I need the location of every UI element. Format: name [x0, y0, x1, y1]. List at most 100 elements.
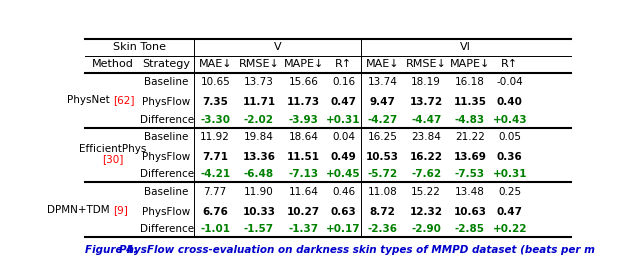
Text: 11.73: 11.73	[287, 97, 320, 107]
Text: 0.47: 0.47	[497, 207, 523, 216]
Text: Difference: Difference	[140, 115, 194, 125]
Text: +0.17: +0.17	[326, 224, 361, 234]
Text: 11.92: 11.92	[200, 132, 230, 142]
Text: 0.36: 0.36	[497, 152, 523, 162]
Text: 10.53: 10.53	[366, 152, 399, 162]
Text: Difference: Difference	[140, 224, 194, 234]
Text: 10.33: 10.33	[243, 207, 275, 216]
Text: +0.22: +0.22	[493, 224, 527, 234]
Text: 10.63: 10.63	[453, 207, 486, 216]
Text: -3.93: -3.93	[289, 115, 319, 125]
Text: Difference: Difference	[140, 170, 194, 179]
Text: 15.22: 15.22	[412, 187, 441, 197]
Text: +0.31: +0.31	[326, 115, 361, 125]
Text: 15.66: 15.66	[289, 77, 319, 87]
Text: EfficientPhys: EfficientPhys	[79, 144, 147, 154]
Text: 8.72: 8.72	[369, 207, 396, 216]
Text: [62]: [62]	[113, 95, 134, 105]
Text: R↑: R↑	[335, 59, 352, 69]
Text: MAE↓: MAE↓	[365, 59, 399, 69]
Text: 11.64: 11.64	[289, 187, 319, 197]
Text: +0.43: +0.43	[493, 115, 527, 125]
Text: PhysFlow: PhysFlow	[143, 152, 191, 162]
Text: MAPE↓: MAPE↓	[284, 59, 324, 69]
Text: 6.76: 6.76	[202, 207, 228, 216]
Text: 23.84: 23.84	[412, 132, 441, 142]
Text: 13.36: 13.36	[243, 152, 275, 162]
Text: -1.57: -1.57	[244, 224, 274, 234]
Text: 16.25: 16.25	[367, 132, 397, 142]
Text: Skin Tone: Skin Tone	[113, 42, 166, 52]
Text: -7.13: -7.13	[289, 170, 319, 179]
Text: 11.90: 11.90	[244, 187, 274, 197]
Text: -4.83: -4.83	[455, 115, 485, 125]
Text: R↑: R↑	[501, 59, 518, 69]
Text: 7.71: 7.71	[202, 152, 228, 162]
Text: -4.21: -4.21	[200, 170, 230, 179]
Text: 0.16: 0.16	[332, 77, 355, 87]
Text: 16.18: 16.18	[455, 77, 485, 87]
Text: -2.02: -2.02	[244, 115, 274, 125]
Text: 19.84: 19.84	[244, 132, 274, 142]
Text: -6.48: -6.48	[244, 170, 274, 179]
Text: -5.72: -5.72	[367, 170, 397, 179]
Text: 7.35: 7.35	[202, 97, 228, 107]
Text: Baseline: Baseline	[145, 187, 189, 197]
Text: 13.69: 13.69	[454, 152, 486, 162]
Text: 0.49: 0.49	[331, 152, 356, 162]
Text: 0.46: 0.46	[332, 187, 355, 197]
Text: -0.04: -0.04	[497, 77, 523, 87]
Text: DPMN+TDM: DPMN+TDM	[47, 205, 113, 215]
Text: -7.53: -7.53	[455, 170, 485, 179]
Text: Strategy: Strategy	[143, 59, 191, 69]
Text: -2.90: -2.90	[412, 224, 441, 234]
Text: -1.37: -1.37	[289, 224, 319, 234]
Text: -2.36: -2.36	[367, 224, 397, 234]
Text: -2.85: -2.85	[455, 224, 485, 234]
Text: RMSE↓: RMSE↓	[239, 59, 280, 69]
Text: 11.35: 11.35	[453, 97, 486, 107]
Text: 21.22: 21.22	[455, 132, 485, 142]
Text: 10.65: 10.65	[200, 77, 230, 87]
Text: -4.47: -4.47	[411, 115, 442, 125]
Text: PhysNet: PhysNet	[67, 95, 113, 105]
Text: MAPE↓: MAPE↓	[450, 59, 490, 69]
Text: 13.73: 13.73	[244, 77, 274, 87]
Text: Method: Method	[92, 59, 134, 69]
Text: 13.74: 13.74	[367, 77, 397, 87]
Text: Figure 4:: Figure 4:	[85, 245, 141, 255]
Text: 16.22: 16.22	[410, 152, 443, 162]
Text: [30]: [30]	[102, 154, 124, 164]
Text: 18.19: 18.19	[412, 77, 441, 87]
Text: VI: VI	[460, 42, 471, 52]
Text: 11.71: 11.71	[243, 97, 276, 107]
Text: 18.64: 18.64	[289, 132, 319, 142]
Text: 13.48: 13.48	[455, 187, 485, 197]
Text: PhysFlow cross-evaluation on darkness skin types of MMPD dataset (beats per m: PhysFlow cross-evaluation on darkness sk…	[118, 245, 595, 255]
Text: 13.72: 13.72	[410, 97, 443, 107]
Text: V: V	[274, 42, 281, 52]
Text: 0.63: 0.63	[331, 207, 356, 216]
Text: PhysFlow: PhysFlow	[143, 97, 191, 107]
Text: 0.05: 0.05	[499, 132, 522, 142]
Text: 9.47: 9.47	[369, 97, 396, 107]
Text: [9]: [9]	[113, 205, 127, 215]
Text: 11.51: 11.51	[287, 152, 320, 162]
Text: +0.45: +0.45	[326, 170, 361, 179]
Text: -7.62: -7.62	[411, 170, 441, 179]
Text: 0.25: 0.25	[498, 187, 522, 197]
Text: Baseline: Baseline	[145, 77, 189, 87]
Text: PhysFlow: PhysFlow	[143, 207, 191, 216]
Text: 10.27: 10.27	[287, 207, 320, 216]
Text: +0.31: +0.31	[493, 170, 527, 179]
Text: RMSE↓: RMSE↓	[406, 59, 447, 69]
Text: Baseline: Baseline	[145, 132, 189, 142]
Text: -3.30: -3.30	[200, 115, 230, 125]
Text: 7.77: 7.77	[204, 187, 227, 197]
Text: -1.01: -1.01	[200, 224, 230, 234]
Text: 12.32: 12.32	[410, 207, 443, 216]
Text: 0.47: 0.47	[330, 97, 356, 107]
Text: 11.08: 11.08	[367, 187, 397, 197]
Text: 0.40: 0.40	[497, 97, 523, 107]
Text: -4.27: -4.27	[367, 115, 397, 125]
